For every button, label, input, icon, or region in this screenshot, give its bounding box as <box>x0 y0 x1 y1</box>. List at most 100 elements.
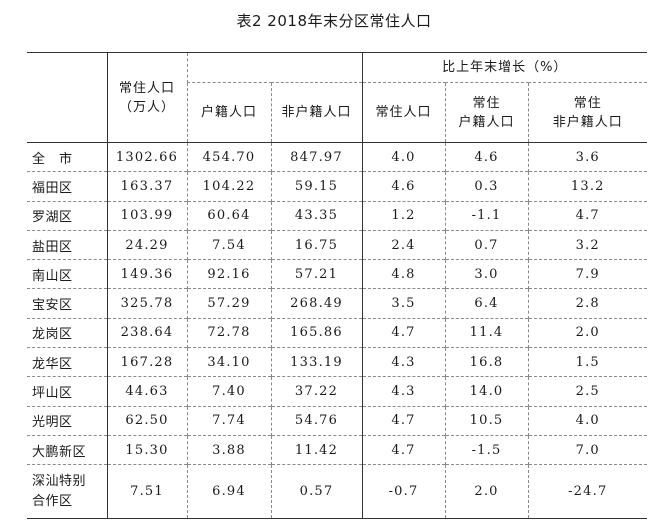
household-cell: 57.29 <box>186 288 271 319</box>
growth-household-cell: 2.0 <box>444 464 528 519</box>
growth-non-household-cell: -24.7 <box>527 464 647 519</box>
growth-non-household-cell: 4.0 <box>527 406 647 436</box>
household-cell: 6.94 <box>186 464 271 519</box>
district-cell: 龙华区 <box>32 356 73 372</box>
household-cell: 92.16 <box>186 259 271 289</box>
header-household: 户籍人口 <box>186 82 271 143</box>
district-cell: 南山区 <box>32 268 73 284</box>
table-row: 龙岗区 238.64 72.78 165.86 4.7 11.4 2.0 <box>27 318 647 348</box>
non-household-cell: 11.42 <box>270 435 362 465</box>
growth-resident-cell: 4.8 <box>361 259 445 289</box>
growth-household-cell: 16.8 <box>444 347 528 377</box>
non-household-cell: 59.15 <box>270 171 362 202</box>
population-table: 常住人口 （万人） 比上年末增长（%） 户籍人口 非户籍人口 常住人口 常住 户… <box>27 52 647 519</box>
table-row: 南山区 149.36 92.16 57.21 4.8 3.0 7.9 <box>27 259 647 289</box>
non-household-cell: 165.86 <box>270 318 362 348</box>
non-household-cell: 133.19 <box>270 347 362 377</box>
district-cell: 福田区 <box>32 180 73 196</box>
header-growth-resident: 常住人口 <box>361 82 445 143</box>
table-row: 盐田区 24.29 7.54 16.75 2.4 0.7 3.2 <box>27 230 647 260</box>
household-cell: 454.70 <box>186 142 271 172</box>
table-row: 福田区 163.37 104.22 59.15 4.6 0.3 13.2 <box>27 171 647 202</box>
table-row: 坪山区 44.63 7.40 37.22 4.3 14.0 2.5 <box>27 376 647 407</box>
resident-cell: 24.29 <box>106 230 187 260</box>
growth-household-cell: 10.5 <box>444 406 528 436</box>
growth-household-cell: 4.6 <box>444 142 528 172</box>
growth-resident-cell: 4.0 <box>361 142 445 172</box>
growth-household-cell: 14.0 <box>444 376 528 407</box>
growth-non-household-cell: 7.0 <box>527 435 647 465</box>
growth-resident-cell: 4.3 <box>361 376 445 407</box>
resident-cell: 163.37 <box>106 171 187 202</box>
resident-cell: 149.36 <box>106 259 187 289</box>
growth-resident-cell: 1.2 <box>361 201 445 231</box>
district-cell: 深汕特别 合作区 <box>32 473 87 509</box>
resident-cell: 325.78 <box>106 288 187 319</box>
growth-non-household-cell: 3.2 <box>527 230 647 260</box>
growth-resident-cell: 3.5 <box>361 288 445 319</box>
header-resident: 常住人口 （万人） <box>106 52 187 143</box>
household-cell: 7.74 <box>186 406 271 436</box>
growth-resident-cell: 2.4 <box>361 230 445 260</box>
table-row: 宝安区 325.78 57.29 268.49 3.5 6.4 2.8 <box>27 288 647 319</box>
growth-resident-cell: 4.7 <box>361 318 445 348</box>
district-cell: 大鹏新区 <box>32 444 87 460</box>
household-cell: 34.10 <box>186 347 271 377</box>
table-row: 深汕特别 合作区 7.51 6.94 0.57 -0.7 2.0 -24.7 <box>27 464 647 519</box>
non-household-cell: 54.76 <box>270 406 362 436</box>
growth-resident-cell: 4.7 <box>361 406 445 436</box>
table-row: 光明区 62.50 7.74 54.76 4.7 10.5 4.0 <box>27 406 647 436</box>
non-household-cell: 847.97 <box>270 142 362 172</box>
resident-cell: 62.50 <box>106 406 187 436</box>
growth-household-cell: -1.1 <box>444 201 528 231</box>
header-growth-non-household: 常住 非户籍人口 <box>527 82 647 143</box>
non-household-cell: 16.75 <box>270 230 362 260</box>
corner-cell <box>27 52 107 143</box>
growth-household-cell: 11.4 <box>444 318 528 348</box>
growth-household-cell: 6.4 <box>444 288 528 319</box>
header-non-household: 非户籍人口 <box>270 82 362 143</box>
household-cell: 104.22 <box>186 171 271 202</box>
table-row: 龙华区 167.28 34.10 133.19 4.3 16.8 1.5 <box>27 347 647 377</box>
resident-cell: 44.63 <box>106 376 187 407</box>
district-cell: 龙岗区 <box>32 327 73 343</box>
resident-cell: 7.51 <box>106 464 187 519</box>
resident-cell: 167.28 <box>106 347 187 377</box>
district-cell: 盐田区 <box>32 239 73 255</box>
table-row: 大鹏新区 15.30 3.88 11.42 4.7 -1.5 7.0 <box>27 435 647 465</box>
district-cell: 坪山区 <box>32 386 73 402</box>
table-row: 全 市 1302.66 454.70 847.97 4.0 4.6 3.6 <box>27 142 647 172</box>
resident-cell: 1302.66 <box>106 142 187 172</box>
growth-non-household-cell: 1.5 <box>527 347 647 377</box>
growth-resident-cell: 4.6 <box>361 171 445 202</box>
growth-resident-cell: 4.7 <box>361 435 445 465</box>
growth-resident-cell: -0.7 <box>361 464 445 519</box>
district-cell: 宝安区 <box>32 298 73 314</box>
header-growth-household: 常住 户籍人口 <box>444 82 528 143</box>
household-cell: 72.78 <box>186 318 271 348</box>
growth-non-household-cell: 7.9 <box>527 259 647 289</box>
growth-household-cell: 0.7 <box>444 230 528 260</box>
household-cell: 60.64 <box>186 201 271 231</box>
growth-non-household-cell: 3.6 <box>527 142 647 172</box>
growth-household-cell: -1.5 <box>444 435 528 465</box>
growth-resident-cell: 4.3 <box>361 347 445 377</box>
non-household-cell: 43.35 <box>270 201 362 231</box>
non-household-cell: 37.22 <box>270 376 362 407</box>
growth-household-cell: 3.0 <box>444 259 528 289</box>
household-cell: 7.40 <box>186 376 271 407</box>
growth-non-household-cell: 2.0 <box>527 318 647 348</box>
non-household-cell: 0.57 <box>270 464 362 519</box>
growth-non-household-cell: 2.8 <box>527 288 647 319</box>
table-row: 罗湖区 103.99 60.64 43.35 1.2 -1.1 4.7 <box>27 201 647 231</box>
table-title: 表2 2018年末分区常住人口 <box>236 12 432 30</box>
growth-non-household-cell: 2.5 <box>527 376 647 407</box>
non-household-cell: 268.49 <box>270 288 362 319</box>
resident-cell: 103.99 <box>106 201 187 231</box>
district-cell: 罗湖区 <box>32 210 73 226</box>
header-blank-group <box>186 52 362 83</box>
growth-non-household-cell: 13.2 <box>527 171 647 202</box>
resident-cell: 238.64 <box>106 318 187 348</box>
growth-household-cell: 0.3 <box>444 171 528 202</box>
household-cell: 7.54 <box>186 230 271 260</box>
